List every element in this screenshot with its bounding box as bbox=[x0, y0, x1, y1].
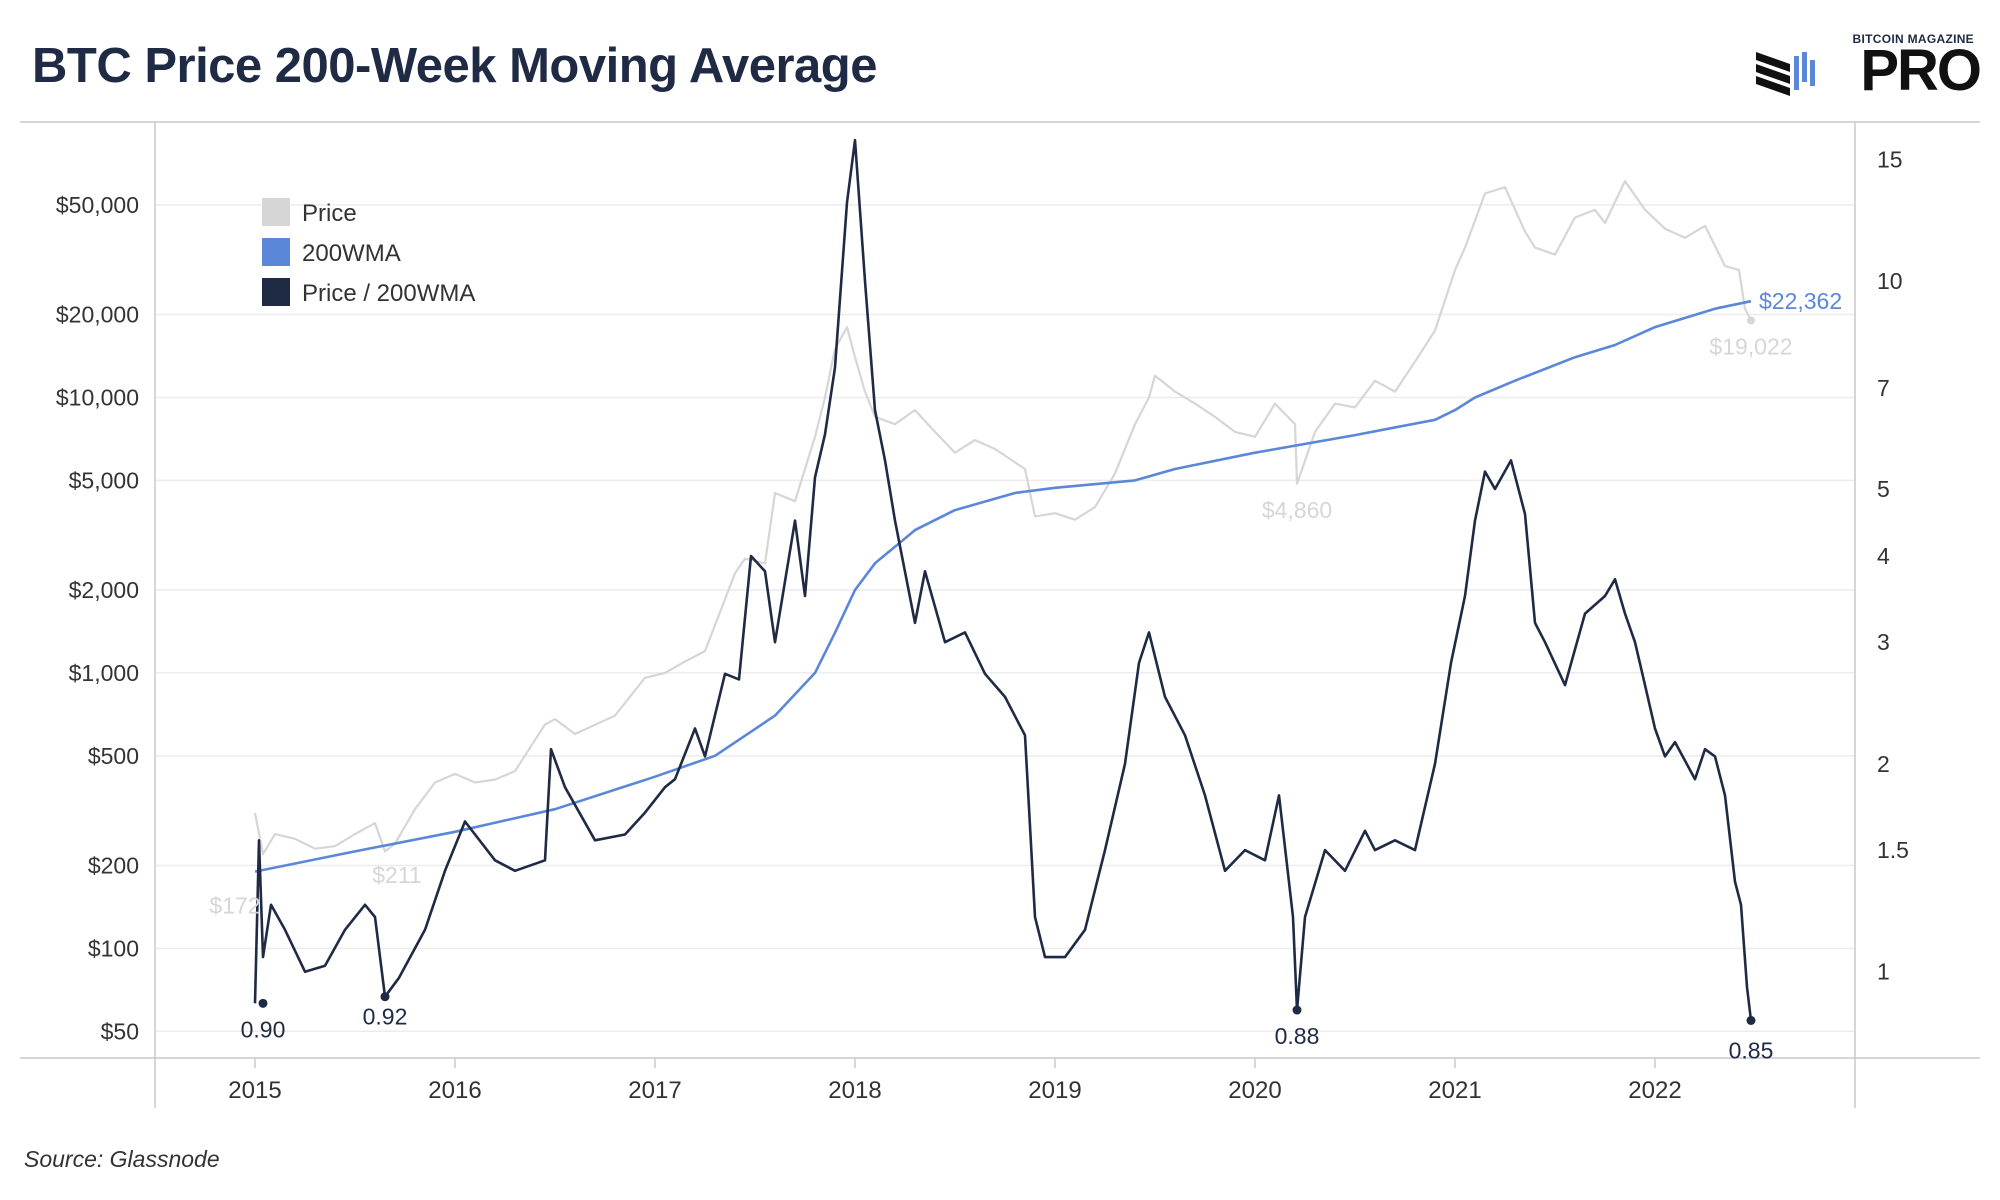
y-left-tick-label: $100 bbox=[88, 935, 139, 961]
y-right-tick-label: 1 bbox=[1877, 959, 1890, 985]
chart-title: BTC Price 200-Week Moving Average bbox=[32, 39, 877, 93]
brand-main-text: PRO bbox=[1860, 38, 1982, 103]
series bbox=[253, 138, 1753, 1021]
annotation-label: $211 bbox=[372, 862, 421, 888]
annotation-label: $19,022 bbox=[1709, 334, 1792, 360]
legend-swatch bbox=[262, 238, 290, 266]
brand-top-text: BITCOIN MAGAZINE bbox=[1852, 32, 1974, 46]
x-tick-label: 2018 bbox=[828, 1077, 881, 1104]
y-axis-right: 1 1.5 2 3 4 5 7 10 15 bbox=[1877, 147, 1909, 985]
legend-swatch bbox=[262, 278, 290, 306]
y-left-tick-label: $10,000 bbox=[56, 384, 139, 410]
legend-swatch bbox=[262, 198, 290, 226]
source-note: Source: Glassnode bbox=[24, 1146, 220, 1172]
y-right-tick-label: 3 bbox=[1877, 629, 1890, 655]
annotations: $172 $211 $4,860 $19,022 $22,362 0.90 0.92 0.88… bbox=[209, 288, 1842, 1063]
annotation-label: 0.85 bbox=[1729, 1037, 1774, 1063]
annotation-label: $22,362 bbox=[1759, 288, 1842, 314]
x-tick-label: 2022 bbox=[1628, 1077, 1681, 1104]
x-tick-label: 2015 bbox=[228, 1077, 281, 1104]
price-end-marker bbox=[1747, 316, 1755, 325]
x-tick-label: 2016 bbox=[428, 1077, 481, 1104]
logo-bars-icon bbox=[1756, 52, 1815, 96]
y-right-tick-label: 10 bbox=[1877, 268, 1903, 294]
annotation-label: $4,860 bbox=[1262, 497, 1332, 523]
y-axis-left: $50 $100 $200 $500 $1,000 $2,000 $5,000 $10,000… bbox=[56, 192, 139, 1044]
x-tick-label: 2021 bbox=[1428, 1077, 1481, 1104]
y-right-tick-label: 2 bbox=[1877, 751, 1890, 777]
x-tick-label: 2017 bbox=[628, 1077, 681, 1104]
y-right-tick-label: 1.5 bbox=[1877, 837, 1909, 863]
legend: Price 200WMA Price / 200WMA bbox=[262, 198, 475, 307]
x-axis: 2015 2016 2017 2018 2019 2020 2021 2022 bbox=[228, 1058, 1682, 1104]
y-left-tick-label: $200 bbox=[88, 852, 139, 878]
x-tick-label: 2020 bbox=[1228, 1077, 1281, 1104]
y-right-tick-label: 7 bbox=[1877, 375, 1890, 401]
y-right-tick-label: 4 bbox=[1877, 543, 1890, 569]
annotation-label: 0.92 bbox=[363, 1004, 408, 1030]
y-left-tick-label: $1,000 bbox=[69, 660, 139, 686]
ratio-low-marker bbox=[1746, 1015, 1756, 1025]
series-line-price bbox=[253, 180, 1752, 856]
y-left-tick-label: $20,000 bbox=[56, 302, 139, 328]
y-left-tick-label: $2,000 bbox=[69, 577, 139, 603]
ratio-low-marker bbox=[380, 992, 390, 1002]
x-tick-label: 2019 bbox=[1028, 1077, 1081, 1104]
annotation-label: $172 bbox=[209, 893, 260, 919]
grid bbox=[155, 204, 1855, 1033]
y-left-tick-label: $5,000 bbox=[69, 467, 139, 493]
series-line-200wma bbox=[254, 299, 1752, 873]
y-left-tick-label: $500 bbox=[88, 743, 139, 769]
annotation-label: 0.90 bbox=[241, 1016, 286, 1042]
y-right-tick-label: 5 bbox=[1877, 476, 1890, 502]
ratio-low-marker bbox=[1292, 1005, 1302, 1015]
plot-frame bbox=[20, 121, 1980, 1108]
annotation-label: 0.88 bbox=[1275, 1023, 1320, 1049]
y-left-tick-label: $50,000 bbox=[56, 192, 139, 218]
ratio-low-marker bbox=[258, 998, 268, 1008]
legend-label: 200WMA bbox=[302, 240, 401, 267]
legend-label: Price bbox=[302, 200, 357, 227]
y-right-tick-label: 15 bbox=[1877, 147, 1903, 173]
legend-label: Price / 200WMA bbox=[302, 280, 475, 307]
series-line-price-200wma bbox=[253, 138, 1753, 1021]
y-left-tick-label: $50 bbox=[101, 1018, 139, 1044]
brand-logo: BITCOIN MAGAZINE PRO bbox=[1750, 30, 1982, 103]
